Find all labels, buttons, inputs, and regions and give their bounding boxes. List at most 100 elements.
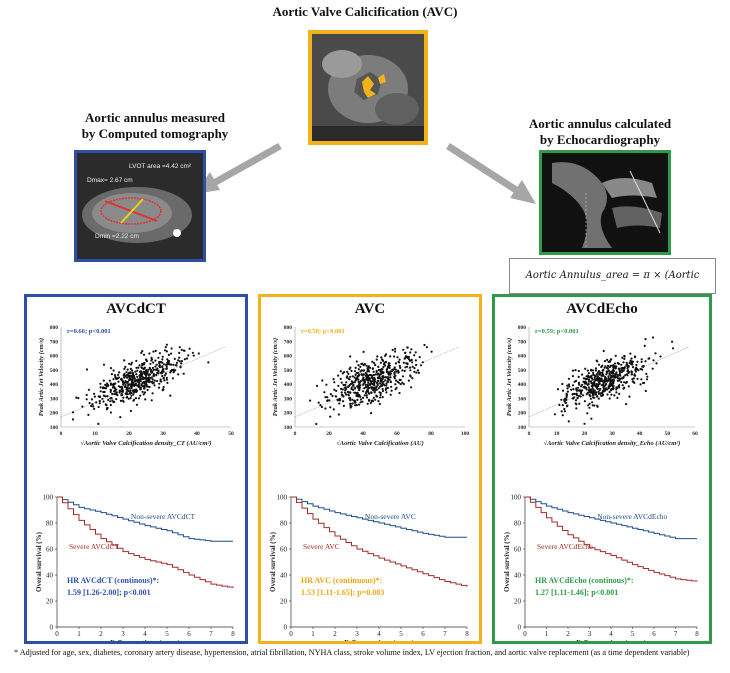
scatter-point [179, 365, 182, 368]
scatter-point [177, 359, 180, 362]
scatter-point [377, 380, 380, 383]
scatter-point [581, 383, 584, 386]
scatter-point [572, 388, 575, 391]
dmax-label: Dmax= 2.67 cm [87, 177, 133, 184]
scatter-point [350, 405, 353, 408]
scatter-point [357, 387, 360, 390]
scatter-point [133, 383, 136, 386]
severe-curve [57, 496, 234, 588]
scatter-point [151, 392, 154, 395]
scatter-point [363, 363, 366, 366]
scatter-point [357, 368, 360, 371]
scatter-point [408, 366, 412, 369]
scatter-point [579, 395, 582, 398]
scatter-point [626, 374, 629, 377]
scatter-point [127, 384, 130, 387]
scatter-point [150, 368, 153, 371]
scatter-point [610, 383, 613, 386]
scatter-point [407, 358, 411, 361]
scatter-point [591, 394, 594, 397]
scatter-point [102, 394, 105, 397]
scatter-point [332, 408, 335, 411]
lvot-label: LVOT area =4.42 cm² [129, 163, 192, 170]
scatter-point [382, 365, 385, 369]
scatter-point [361, 396, 365, 399]
scatter-point [354, 401, 357, 404]
scatter-point [116, 394, 119, 397]
scatter-point [381, 387, 384, 391]
scatter-y-tick-label: 700 [284, 339, 293, 345]
scatter-point [109, 397, 112, 400]
scatter-point [368, 392, 371, 395]
scatter-point [591, 369, 595, 372]
scatter-x-tick-label: 10 [554, 431, 560, 437]
scatter-point [106, 407, 109, 410]
scatter-y-tick-label: 600 [518, 354, 527, 360]
scatter-point [583, 400, 586, 403]
km-y-tick-label: 80 [514, 520, 522, 528]
scatter-point [95, 401, 98, 404]
scatter-point [575, 403, 578, 406]
scatter-point [115, 398, 118, 401]
scatter-point [161, 365, 164, 368]
scatter-point [596, 395, 599, 398]
scatter-point [165, 378, 168, 381]
scatter-point [375, 394, 378, 397]
scatter-point [393, 377, 396, 380]
scatter-point [581, 373, 584, 376]
scatter-point [361, 400, 364, 403]
scatter-point [102, 363, 106, 366]
scatter-point [394, 368, 397, 371]
avc-ct-graphic [312, 34, 424, 141]
scatter-point [130, 394, 133, 397]
severe-curve [525, 496, 698, 582]
scatter-point [107, 398, 110, 401]
ct-annulus-image: LVOT area =4.42 cm² Dmax= 2.67 cm Dmin =… [74, 150, 206, 262]
scatter-point [119, 416, 122, 419]
scatter-point [655, 362, 658, 365]
scatter-point [381, 389, 385, 393]
scatter-point [636, 367, 639, 371]
scatter-point [135, 403, 138, 406]
hazard-ratio-label: HR AVCdEcho (continous)*: [535, 576, 634, 585]
scatter-points [71, 343, 210, 425]
scatter-point [160, 372, 163, 375]
scatter-point [331, 394, 334, 397]
scatter-point [581, 389, 584, 392]
scatter-point [410, 358, 413, 361]
scatter-point [365, 390, 368, 393]
scatter-point [597, 397, 600, 400]
scatter-point [381, 396, 384, 399]
scatter-point [178, 351, 181, 354]
scatter-point [129, 389, 132, 392]
scatter-point [593, 396, 596, 399]
scatter-point [612, 366, 615, 369]
km-y-tick-label: 100 [43, 494, 54, 502]
scatter-point [349, 366, 352, 369]
scatter-point [342, 383, 345, 386]
scatter-y-tick-label: 500 [284, 368, 293, 374]
survival-plot: 0 20 40 60 80 100 0 1 2 3 4 5 6 7 8 Overal survival (%)… [269, 494, 469, 642]
scatter-point [591, 378, 594, 381]
scatter-point [644, 338, 647, 341]
km-x-tick-label: 8 [231, 630, 235, 638]
avc-ct-image [308, 30, 428, 145]
scatter-y-tick-label: 800 [518, 325, 527, 331]
scatter-point [136, 380, 139, 383]
km-y-tick-label: 60 [280, 546, 288, 554]
scatter-point [151, 366, 154, 370]
km-x-tick-label: 8 [695, 630, 699, 638]
scatter-point [584, 367, 587, 370]
scatter-point [98, 399, 101, 403]
scatter-y-tick-label: 800 [50, 325, 59, 331]
scatter-point [351, 398, 354, 401]
scatter-point [143, 385, 146, 388]
scatter-point [338, 397, 341, 400]
scatter-point [380, 356, 383, 359]
scatter-y-tick-label: 500 [518, 368, 527, 374]
scatter-x-axis-label: √Aortic Valve Calcification (AU) [336, 439, 424, 447]
scatter-point [425, 346, 428, 349]
scatter-point [643, 381, 646, 384]
scatter-point [616, 362, 619, 365]
scatter-point [367, 370, 370, 373]
